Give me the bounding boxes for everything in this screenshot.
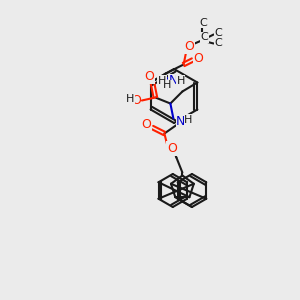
Text: H: H — [176, 76, 185, 86]
Text: H: H — [126, 94, 134, 104]
Text: O: O — [194, 52, 204, 65]
Text: H: H — [158, 76, 166, 86]
Text: H: H — [184, 115, 193, 125]
Text: N: N — [176, 115, 186, 128]
Text: C: C — [199, 17, 207, 28]
Text: H: H — [163, 80, 171, 91]
Text: N: N — [168, 74, 178, 88]
Text: O: O — [167, 142, 177, 155]
Text: C: C — [214, 38, 222, 49]
Text: O: O — [185, 40, 195, 53]
Text: C: C — [201, 32, 208, 43]
Text: C: C — [214, 28, 222, 38]
Text: O: O — [131, 94, 141, 107]
Text: O: O — [144, 70, 154, 83]
Text: O: O — [141, 118, 151, 131]
